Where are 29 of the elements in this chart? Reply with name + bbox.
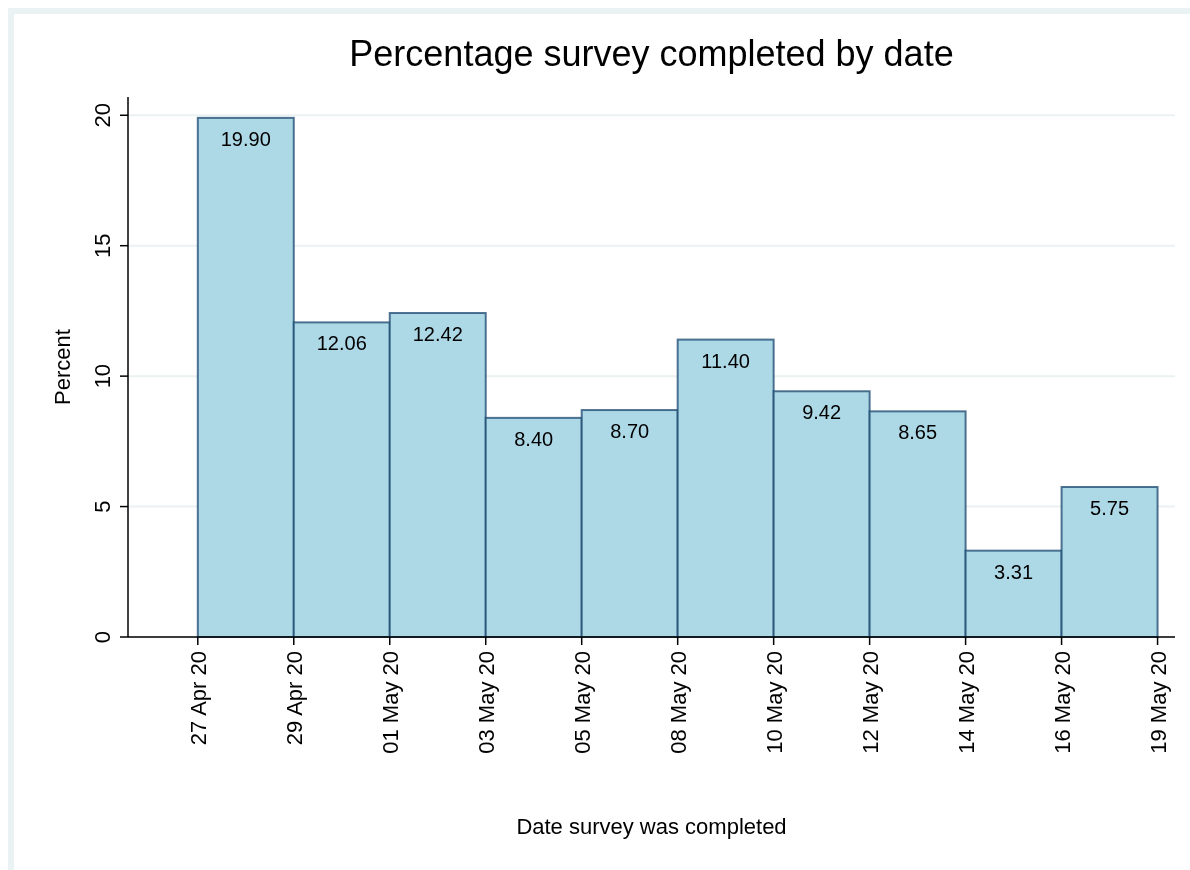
data-label: 3.31: [994, 560, 1034, 583]
y-tick-label: 10: [90, 363, 115, 389]
y-tick-label: 0: [90, 630, 115, 644]
x-tick-label: 01 May 20: [377, 651, 403, 754]
x-tick-label: 29 Apr 20: [281, 651, 307, 746]
data-label: 8.65: [898, 421, 938, 444]
y-tick-label: 5: [90, 500, 115, 513]
x-tick-label: 05 May 20: [569, 651, 595, 754]
y-tick-label: 15: [90, 233, 115, 258]
data-label: 8.40: [514, 427, 554, 450]
data-label: 12.42: [412, 323, 463, 345]
x-tick-label: 14 May 20: [953, 651, 979, 754]
data-label: 5.75: [1090, 497, 1130, 519]
x-axis-title: Date survey was completed: [516, 814, 787, 839]
x-tick-label: 10 May 20: [761, 651, 787, 754]
y-axis-title: Percent: [50, 329, 75, 405]
x-tick-label: 08 May 20: [665, 651, 691, 754]
data-label: 11.40: [701, 349, 750, 372]
x-tick-label: 12 May 20: [857, 651, 883, 754]
x-tick-label: 27 Apr 20: [185, 651, 211, 746]
data-label: 8.70: [610, 420, 650, 443]
x-tick-label: 16 May 20: [1049, 651, 1075, 754]
y-tick-label: 20: [90, 103, 115, 128]
chart-title: Percentage survey completed by date: [349, 33, 954, 74]
x-tick-label: 19 May 20: [1145, 651, 1171, 754]
x-tick-label: 03 May 20: [473, 651, 499, 754]
data-label: 19.90: [220, 127, 271, 150]
data-label: 9.42: [802, 401, 842, 424]
data-label: 12.06: [316, 332, 367, 355]
